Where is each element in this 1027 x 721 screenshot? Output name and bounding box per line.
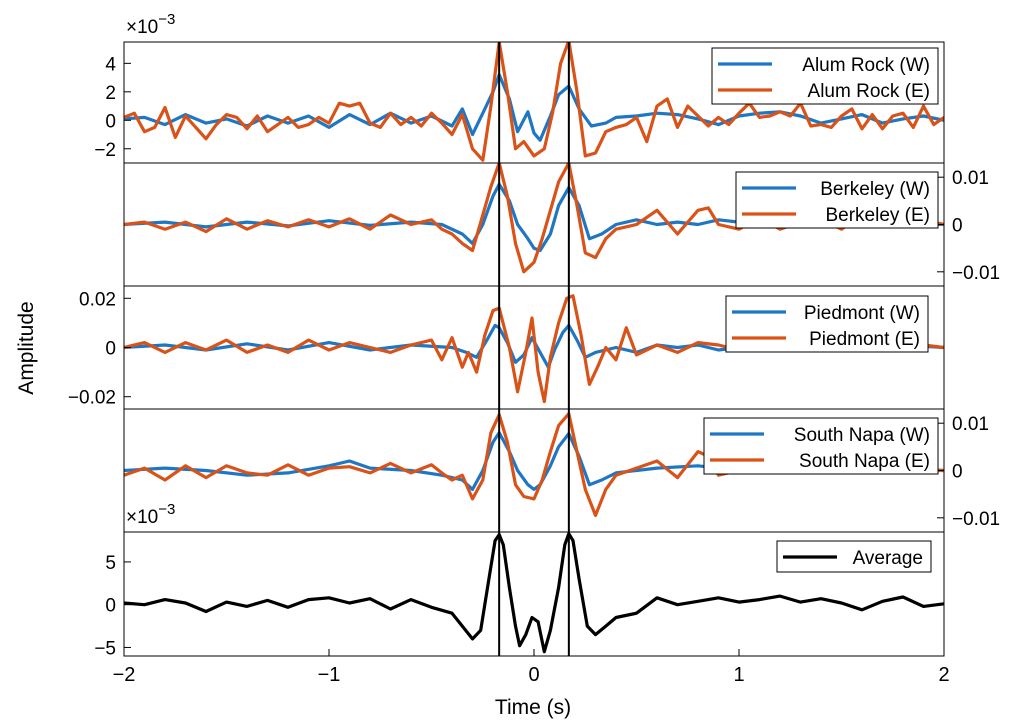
x-tick-label: 0 (528, 664, 539, 686)
legend-label: Piedmont (E) (809, 329, 920, 350)
panels (124, 42, 944, 654)
y-axis-label: Amplitude (15, 301, 38, 394)
x-tick-label: 2 (938, 664, 949, 686)
y-tick-label: 2 (105, 83, 116, 104)
x-axis: −2 −1 0 1 2 (113, 649, 950, 686)
legend-label: Berkeley (W) (820, 179, 930, 200)
y-tick-label: 0.01 (952, 168, 989, 189)
legend-box (725, 295, 929, 353)
legend-label: Alum Rock (E) (808, 81, 930, 102)
y-tick-label: 0.01 (952, 414, 989, 435)
panel-5 (124, 532, 944, 654)
y-tick-label: −2 (94, 140, 116, 161)
y-tick-label: −0.02 (68, 388, 116, 409)
legend-label: South Napa (W) (794, 425, 930, 446)
legends: Alum Rock (W)Alum Rock (E)Berkeley (W)Be… (703, 47, 939, 573)
y-tick-label: 0 (105, 111, 116, 132)
legend-label: Alum Rock (W) (802, 55, 930, 76)
y-tick-label: 5 (105, 553, 116, 574)
y-tick-label: 0 (105, 596, 116, 617)
series-line (124, 532, 944, 654)
legend-box (703, 417, 939, 475)
series-line (124, 182, 944, 253)
x-axis-label: Time (s) (495, 696, 571, 719)
legend-label: Berkeley (E) (825, 205, 930, 226)
x-tick-label: −1 (318, 664, 341, 686)
series-group (124, 532, 944, 654)
y-tick-label: −5 (94, 638, 116, 659)
legend: Berkeley (W) Berkeley (E) (735, 171, 939, 229)
time-markers (498, 42, 570, 656)
legend-box (711, 47, 939, 105)
y-exponent-label: ×10−3 (126, 11, 175, 38)
legend-label: Average (853, 548, 923, 569)
y-tick-label: 0 (952, 216, 963, 237)
y-tick-label: 4 (105, 54, 116, 75)
series-line (124, 42, 944, 162)
legend-label: South Napa (E) (799, 451, 930, 472)
y-exponent-label: ×10−3 (126, 501, 175, 528)
series-group (124, 42, 944, 162)
x-tick-label: −2 (113, 664, 136, 686)
legend-box (735, 171, 939, 229)
legend: South Napa (W) South Napa (E) (703, 417, 939, 475)
legend: Average (776, 540, 932, 573)
y-tick-label: 0.02 (79, 289, 116, 310)
panel-1 (124, 42, 944, 162)
panel-frames: 4 2 0 −2 ×10−3 0.01 0 −0.01 0.02 0 −0.02 0.01 0 −0.01… (68, 11, 1000, 659)
y-tick-label: −0.01 (952, 509, 1000, 530)
y-tick-label: −0.01 (952, 263, 1000, 284)
x-tick-label: 1 (733, 664, 744, 686)
legend: Piedmont (W) Piedmont (E) (725, 295, 929, 353)
y-tick-label: 0 (105, 339, 116, 360)
y-tick-label: 0 (952, 462, 963, 483)
legend-label: Piedmont (W) (804, 303, 920, 324)
legend: Alum Rock (W) Alum Rock (E) (711, 47, 939, 105)
